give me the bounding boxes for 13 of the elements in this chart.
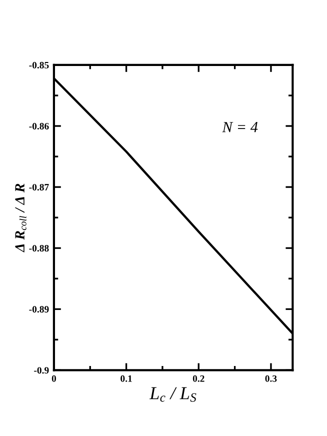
y-tick-label: -0.87 (29, 184, 49, 191)
annotation: N = 4 (222, 122, 258, 132)
y-tick-label: -0.85 (29, 62, 49, 68)
x-tick-label: 0.2 (192, 375, 204, 382)
y-axis-title: Δ R$_{coll}$ / Δ R (15, 184, 26, 252)
y-tick-label: -0.89 (29, 306, 49, 313)
y-tick-label: -0.88 (29, 244, 49, 252)
y-tick-label: -0.86 (29, 122, 49, 130)
x-axis-title: L$_{c}$ / L$_{S}$ (149, 387, 196, 402)
x-tick-label: 0 (52, 375, 56, 382)
x-tick-label: 0.1 (120, 375, 132, 382)
y-tick-label: -0.9 (34, 367, 49, 374)
x-tick-label: 0.3 (265, 375, 277, 382)
